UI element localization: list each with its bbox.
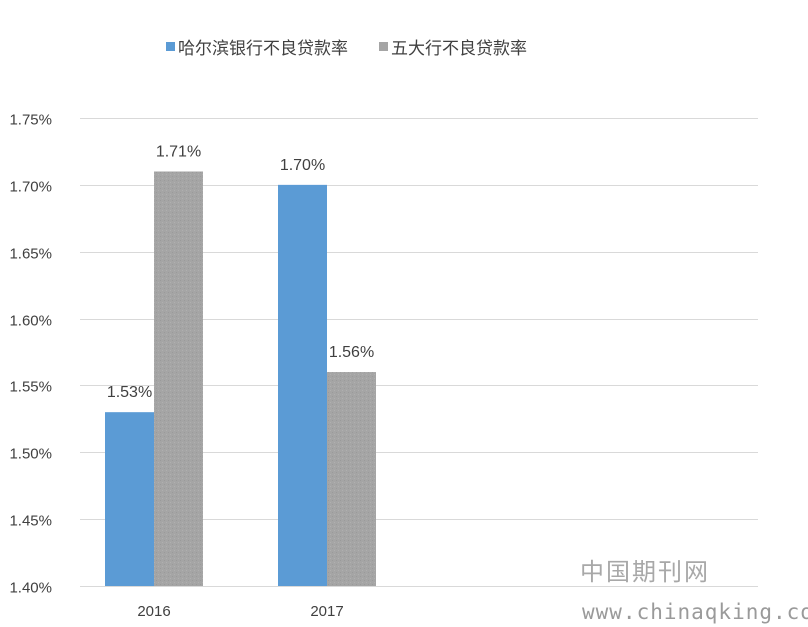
y-tick-label: 1.40% xyxy=(9,580,52,597)
data-label: 1.53% xyxy=(107,384,152,401)
x-tick-label: 2017 xyxy=(310,603,343,620)
data-label: 1.70% xyxy=(280,157,325,174)
data-labels: 1.53% 1.71% 1.70% 1.56% xyxy=(107,143,374,401)
y-tick-label: 1.50% xyxy=(9,446,52,463)
bars xyxy=(105,171,376,586)
legend-label: 哈尔滨银行不良贷款率 xyxy=(178,39,348,58)
bar xyxy=(278,184,327,586)
legend-label: 五大行不良贷款率 xyxy=(391,39,527,58)
legend-swatch xyxy=(379,42,388,51)
x-axis: 2016 2017 xyxy=(137,603,343,620)
y-tick-label: 1.65% xyxy=(9,246,52,263)
data-label: 1.56% xyxy=(329,344,374,361)
watermark-url: www.chinaqking.com xyxy=(582,600,808,624)
watermark-text: 中国期刊网 xyxy=(580,558,710,586)
bar xyxy=(154,171,203,586)
y-axis: 1.40% 1.45% 1.50% 1.55% 1.60% 1.65% 1.70% 1.75% xyxy=(9,112,52,597)
y-tick-label: 1.45% xyxy=(9,513,52,530)
data-label: 1.71% xyxy=(156,143,201,160)
y-tick-label: 1.55% xyxy=(9,379,52,396)
bar xyxy=(327,372,376,586)
legend-swatch xyxy=(166,42,175,51)
y-tick-label: 1.75% xyxy=(9,112,52,129)
y-tick-label: 1.70% xyxy=(9,179,52,196)
x-tick-label: 2016 xyxy=(137,603,170,620)
y-tick-label: 1.60% xyxy=(9,313,52,330)
legend: 哈尔滨银行不良贷款率 五大行不良贷款率 xyxy=(166,39,527,58)
bar xyxy=(105,412,154,586)
